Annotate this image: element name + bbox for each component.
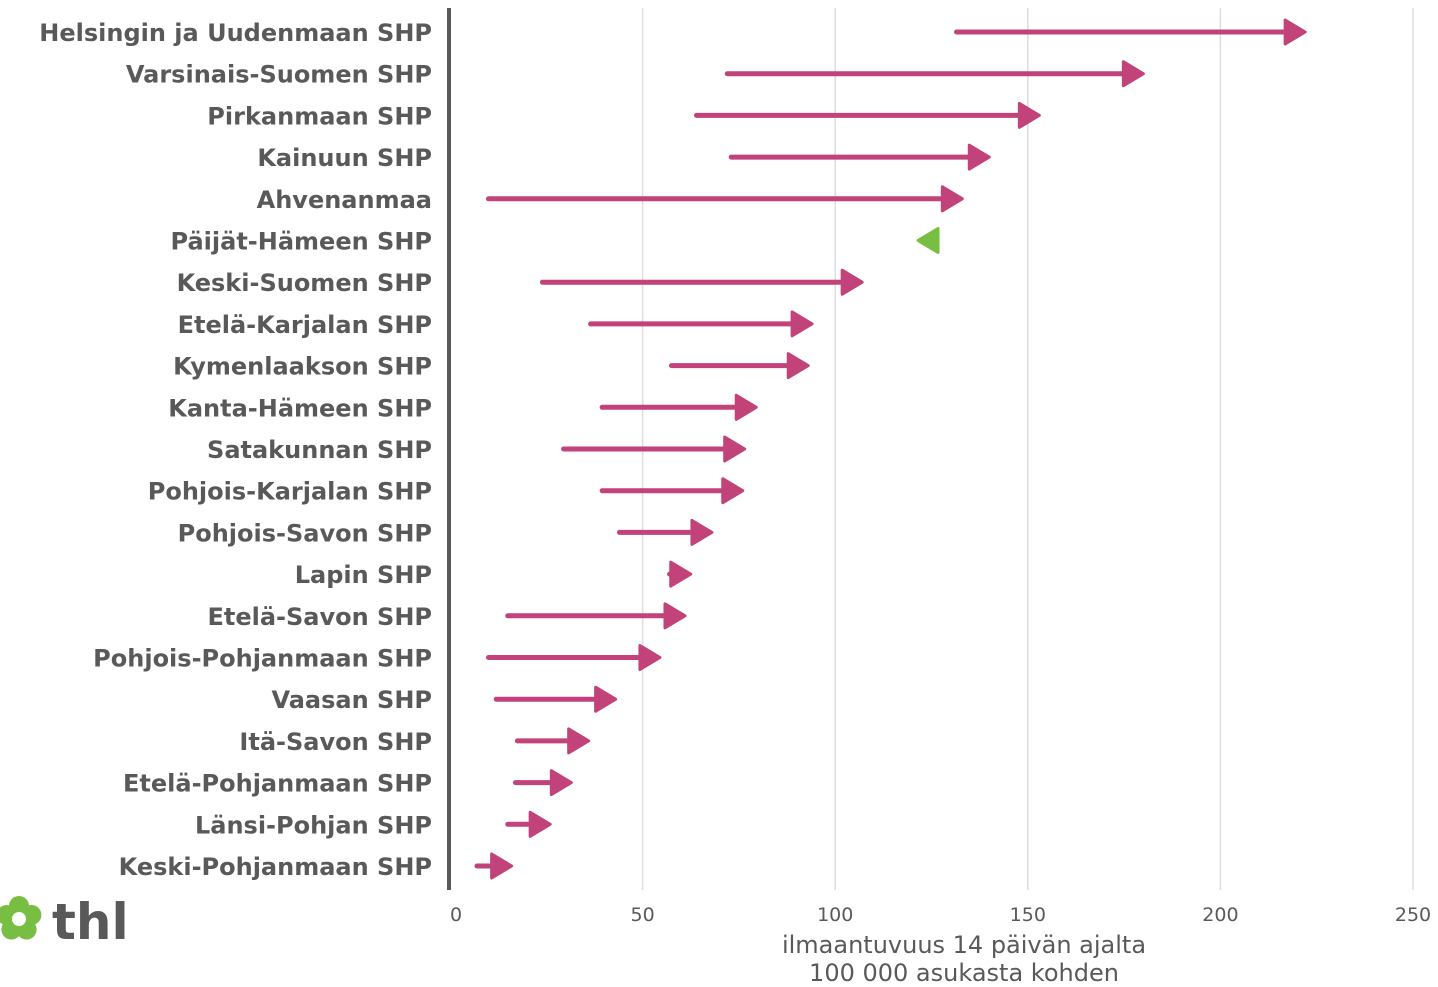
arrow-mark	[667, 560, 693, 588]
category-label: Keski-Suomen SHP	[177, 269, 432, 297]
category-label: Lapin SHP	[295, 561, 432, 589]
category-label: Ahvenanmaa	[257, 186, 432, 214]
arrow-mark	[668, 352, 810, 380]
arrow-head	[669, 560, 693, 588]
arrows	[474, 18, 1307, 880]
arrow-mark	[493, 685, 618, 713]
arrow-head	[734, 393, 758, 421]
arrow-mark	[514, 727, 591, 755]
category-label: Pohjois-Pohjanmaan SHP	[93, 645, 432, 673]
x-axis-title-line-1: ilmaantuvuus 14 päivän ajalta	[782, 931, 1146, 959]
arrow-head	[723, 435, 747, 463]
category-labels: Helsingin ja Uudenmaan SHP Varsinais-Suom…	[39, 19, 432, 881]
arrow-head	[1283, 18, 1307, 46]
arrow-head	[1121, 60, 1145, 88]
arrow-head	[1017, 101, 1041, 129]
arrow-head	[549, 769, 573, 797]
grid-lines	[641, 8, 1414, 890]
arrow-head	[594, 685, 618, 713]
category-label: Länsi-Pohjan SHP	[195, 811, 432, 839]
arrow-mark	[486, 644, 662, 671]
x-tick-label: 0	[450, 904, 462, 926]
category-label: Vaasan SHP	[271, 686, 432, 714]
arrow-mark	[916, 227, 940, 254]
x-tick-label: 50	[631, 904, 655, 926]
category-label: Etelä-Savon SHP	[207, 603, 432, 631]
arrow-mark	[505, 810, 552, 838]
arrow-mark	[599, 477, 745, 505]
x-tick-labels: 0 50 100 150 200 250	[450, 904, 1431, 926]
arrow-mark	[539, 268, 864, 296]
category-label: Keski-Pohjanmaan SHP	[119, 853, 432, 881]
thl-logo: thl	[0, 893, 129, 951]
arrow-head	[916, 227, 940, 254]
arrow-mark	[512, 769, 573, 797]
arrow-mark	[954, 18, 1307, 46]
arrow-head	[790, 310, 814, 338]
arrow-mark	[694, 101, 1041, 129]
category-label: Kanta-Hämeen SHP	[168, 394, 432, 422]
x-tick-label: 150	[1010, 904, 1046, 926]
arrow-head	[967, 143, 991, 171]
category-label: Kymenlaakson SHP	[173, 353, 432, 381]
category-label: Etelä-Karjalan SHP	[178, 311, 432, 339]
arrow-head	[721, 477, 745, 505]
category-label: Itä-Savon SHP	[239, 728, 432, 756]
category-label: Pirkanmaan SHP	[207, 102, 432, 130]
x-axis-title-line-2: 100 000 asukasta kohden	[809, 959, 1119, 987]
x-tick-label: 200	[1202, 904, 1238, 926]
flower-icon	[0, 896, 42, 940]
arrow-mark	[724, 60, 1145, 88]
arrow-head	[663, 602, 687, 630]
arrow-mark	[561, 435, 747, 463]
arrow-head	[690, 518, 714, 546]
category-label: Päijät-Hämeen SHP	[171, 228, 432, 256]
category-label: Helsingin ja Uudenmaan SHP	[39, 19, 432, 47]
arrow-head	[528, 810, 552, 838]
x-tick-label: 100	[817, 904, 853, 926]
arrow-mark	[588, 310, 814, 338]
category-label: Pohjois-Savon SHP	[178, 519, 432, 547]
arrow-mark	[486, 185, 964, 213]
arrow-head	[638, 644, 662, 671]
category-label: Varsinais-Suomen SHP	[126, 61, 432, 89]
arrow-mark	[728, 143, 991, 171]
arrow-mark	[505, 602, 687, 630]
arrow-head	[786, 352, 810, 380]
arrow-head	[490, 852, 514, 880]
category-label: Satakunnan SHP	[207, 436, 432, 464]
category-label: Pohjois-Karjalan SHP	[148, 478, 432, 506]
arrow-head	[840, 268, 864, 296]
arrow-mark	[616, 518, 714, 546]
category-label: Etelä-Pohjanmaan SHP	[123, 770, 432, 798]
x-tick-label: 250	[1395, 904, 1431, 926]
arrow-mark	[474, 852, 514, 880]
logo-text: thl	[52, 893, 129, 951]
arrow-mark	[599, 393, 758, 421]
arrow-head	[940, 185, 964, 213]
category-label: Kainuun SHP	[257, 144, 432, 172]
arrow-head	[567, 727, 591, 755]
